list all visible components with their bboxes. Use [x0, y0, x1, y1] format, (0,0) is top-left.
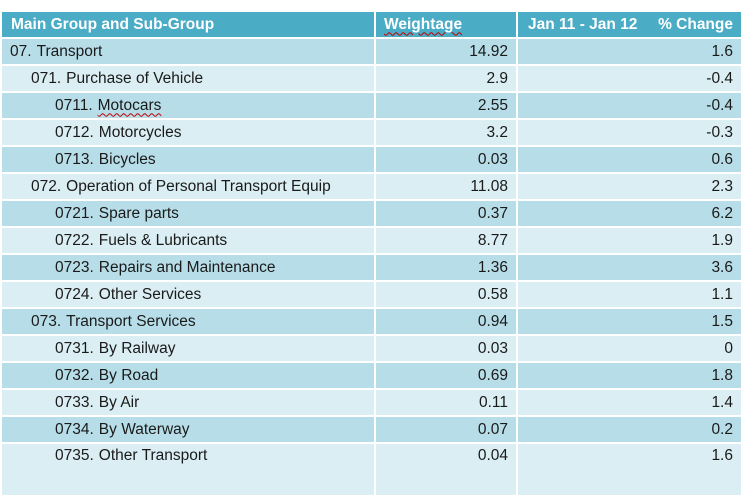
change-cell: 1.5 [518, 309, 741, 334]
group-name: Repairs and Maintenance [98, 258, 276, 276]
group-code: 0733. [55, 393, 94, 411]
group-cell: 0735. Other Transport [2, 444, 374, 495]
change-cell: 2.3 [518, 174, 741, 199]
group-name: Bicycles [98, 150, 156, 168]
group-cell: 0722. Fuels & Lubricants [2, 228, 374, 253]
group-name: Operation of Personal Transport Equip [66, 177, 331, 195]
change-cell: 1.8 [518, 363, 741, 388]
group-name: By Air [98, 393, 140, 411]
group-code: 0731. [55, 339, 94, 357]
column-header-weightage: Weightage [376, 12, 516, 37]
weightage-cell: 11.08 [376, 174, 516, 199]
group-name: Transport Services [66, 312, 196, 330]
change-cell: -0.4 [518, 66, 741, 91]
group-cell: 0734. By Waterway [2, 417, 374, 442]
group-name: Purchase of Vehicle [66, 69, 204, 87]
group-cell: 0721. Spare parts [2, 201, 374, 226]
group-code: 071. [31, 69, 62, 87]
column-header-period-label: Jan 11 - Jan 12 [528, 15, 638, 33]
group-name: Other Transport [98, 447, 208, 464]
change-cell: 0 [518, 336, 741, 361]
weightage-cell: 0.04 [376, 444, 516, 495]
transport-cpi-table: Main Group and Sub-Group Weightage Jan 1… [2, 12, 741, 495]
change-cell: 1.6 [518, 444, 741, 495]
change-cell: 0.2 [518, 417, 741, 442]
change-cell: -0.4 [518, 93, 741, 118]
group-cell: 0723. Repairs and Maintenance [2, 255, 374, 280]
weightage-cell: 14.92 [376, 39, 516, 64]
group-cell: 0711. Motocars [2, 93, 374, 118]
group-cell: 0731. By Railway [2, 336, 374, 361]
group-cell: 071. Purchase of Vehicle [2, 66, 374, 91]
group-cell: 072. Operation of Personal Transport Equi… [2, 174, 374, 199]
change-cell: -0.3 [518, 120, 741, 145]
weightage-cell: 0.58 [376, 282, 516, 307]
group-name: Motocars [97, 96, 162, 114]
weightage-cell: 8.77 [376, 228, 516, 253]
group-cell: 0713. Bicycles [2, 147, 374, 172]
group-code: 0724. [55, 285, 94, 303]
column-header-weightage-label: Weightage [384, 15, 463, 33]
change-cell: 3.6 [518, 255, 741, 280]
group-name: Spare parts [98, 204, 179, 222]
group-cell: 0724. Other Services [2, 282, 374, 307]
column-header-main-group: Main Group and Sub-Group [2, 12, 374, 37]
weightage-cell: 0.07 [376, 417, 516, 442]
weightage-cell: 0.03 [376, 147, 516, 172]
group-cell: 0732. By Road [2, 363, 374, 388]
change-cell: 1.9 [518, 228, 741, 253]
change-cell: 1.4 [518, 390, 741, 415]
group-code: 07. [10, 42, 32, 60]
group-code: 0735. [55, 447, 94, 464]
group-name: By Railway [98, 339, 176, 357]
group-code: 0723. [55, 258, 94, 276]
group-code: 0713. [55, 150, 94, 168]
column-header-change-label: % Change [658, 15, 733, 33]
group-cell: 073. Transport Services [2, 309, 374, 334]
weightage-cell: 0.69 [376, 363, 516, 388]
weightage-cell: 0.37 [376, 201, 516, 226]
group-name: Transport [36, 42, 103, 60]
column-header-main-group-label: Main Group and Sub-Group [11, 15, 215, 33]
column-header-period-change: Jan 11 - Jan 12 % Change [518, 12, 741, 37]
group-code: 0711. [55, 96, 93, 114]
group-code: 0712. [55, 123, 94, 141]
weightage-cell: 2.9 [376, 66, 516, 91]
weightage-cell: 2.55 [376, 93, 516, 118]
weightage-cell: 0.03 [376, 336, 516, 361]
group-cell: 0712. Motorcycles [2, 120, 374, 145]
group-cell: 07. Transport [2, 39, 374, 64]
group-code: 0734. [55, 420, 94, 438]
weightage-cell: 3.2 [376, 120, 516, 145]
change-cell: 0.6 [518, 147, 741, 172]
weightage-cell: 0.11 [376, 390, 516, 415]
group-code: 073. [31, 312, 62, 330]
group-code: 0721. [55, 204, 94, 222]
group-name: Other Services [98, 285, 202, 303]
group-code: 0732. [55, 366, 94, 384]
weightage-cell: 1.36 [376, 255, 516, 280]
weightage-cell: 0.94 [376, 309, 516, 334]
change-cell: 6.2 [518, 201, 741, 226]
group-name: Motorcycles [98, 123, 182, 141]
group-code: 0722. [55, 231, 94, 249]
change-cell: 1.6 [518, 39, 741, 64]
change-cell: 1.1 [518, 282, 741, 307]
group-cell: 0733. By Air [2, 390, 374, 415]
group-code: 072. [31, 177, 62, 195]
group-name: Fuels & Lubricants [98, 231, 228, 249]
group-name: By Waterway [98, 420, 190, 438]
group-name: By Road [98, 366, 159, 384]
